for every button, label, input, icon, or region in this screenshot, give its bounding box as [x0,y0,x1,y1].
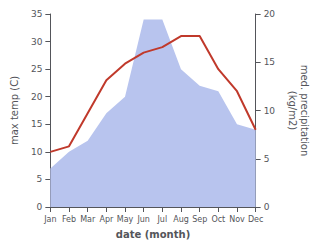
svg-text:med. precipitation: med. precipitation [299,65,310,157]
svg-text:Apr: Apr [99,215,114,224]
svg-text:5: 5 [37,174,43,184]
svg-text:15: 15 [264,57,275,67]
svg-text:May: May [117,215,134,224]
svg-text:20: 20 [264,9,276,19]
svg-text:Sep: Sep [192,215,207,224]
svg-text:20: 20 [31,92,43,102]
svg-text:date (month): date (month) [116,229,190,240]
svg-text:35: 35 [31,9,42,19]
svg-text:Feb: Feb [62,215,76,224]
svg-text:5: 5 [264,154,270,164]
svg-text:10: 10 [264,106,276,116]
svg-text:Nov: Nov [229,215,245,224]
svg-text:30: 30 [31,37,43,47]
svg-text:Jul: Jul [157,215,168,224]
svg-text:0: 0 [264,202,270,212]
svg-text:Jan: Jan [43,215,56,224]
svg-text:15: 15 [31,119,42,129]
svg-text:Jun: Jun [136,215,150,224]
svg-text:0: 0 [37,202,43,212]
svg-text:Dec: Dec [248,215,263,224]
svg-text:10: 10 [31,147,43,157]
svg-text:Aug: Aug [173,215,189,224]
svg-text:max temp (C): max temp (C) [9,76,20,145]
svg-text:(kg/m2): (kg/m2) [287,91,298,131]
svg-text:Oct: Oct [211,215,225,224]
svg-text:25: 25 [31,64,42,74]
svg-text:Mar: Mar [80,215,96,224]
